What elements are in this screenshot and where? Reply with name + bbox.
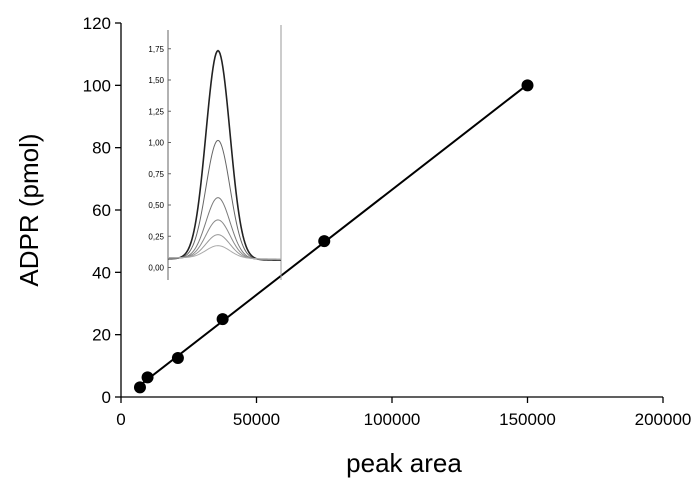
inset-tick-label: 0,50 — [148, 201, 164, 210]
inset-tick-label: 1,75 — [148, 45, 164, 54]
inset-peak-curve — [168, 139, 282, 261]
y-tick-label: 100 — [83, 76, 111, 95]
inset-peak-curves — [167, 49, 282, 262]
inset-chromatogram: 0,00 0,25 0,50 0,75 1,00 1,25 1,50 1,75 — [148, 25, 282, 280]
x-axis-title: peak area — [346, 448, 462, 478]
inset-peak-curve — [167, 245, 282, 260]
data-point — [318, 235, 331, 248]
inset-tick-marks — [168, 48, 171, 268]
x-tick-label: 50000 — [233, 410, 280, 429]
inset-tick-label: 0,00 — [148, 264, 164, 273]
x-tick-label: 0 — [116, 410, 125, 429]
y-tick-label: 60 — [92, 201, 111, 220]
y-tick-label: 0 — [102, 388, 111, 407]
inset-peak-curve — [167, 197, 282, 261]
data-point — [216, 313, 229, 326]
y-axis-title: ADPR (pmol) — [14, 133, 44, 286]
y-tick-label: 40 — [92, 263, 111, 282]
inset-tick-label: 0,25 — [148, 232, 164, 241]
data-point — [133, 381, 146, 394]
inset-tick-label: 1,50 — [148, 76, 164, 85]
tick-labels: 0 20 40 60 80 100 120 0 50000 100000 150000 200000 — [83, 14, 692, 429]
inset-tick-labels: 0,00 0,25 0,50 0,75 1,00 1,25 1,50 1,75 — [148, 45, 164, 273]
y-tick-label: 80 — [92, 139, 111, 158]
inset-tick-label: 1,25 — [148, 107, 164, 116]
data-point — [521, 79, 534, 92]
x-tick-label: 100000 — [364, 410, 421, 429]
inset-tick-label: 0,75 — [148, 170, 164, 179]
tick-marks — [115, 22, 664, 403]
inset-tick-label: 1,00 — [148, 139, 164, 148]
data-point — [171, 352, 184, 365]
y-tick-label: 20 — [92, 326, 111, 345]
regression-line — [139, 83, 529, 387]
x-tick-label: 150000 — [499, 410, 556, 429]
data-point — [141, 371, 154, 384]
data-points — [133, 79, 534, 394]
x-tick-label: 200000 — [635, 410, 692, 429]
y-tick-label: 120 — [83, 14, 111, 33]
